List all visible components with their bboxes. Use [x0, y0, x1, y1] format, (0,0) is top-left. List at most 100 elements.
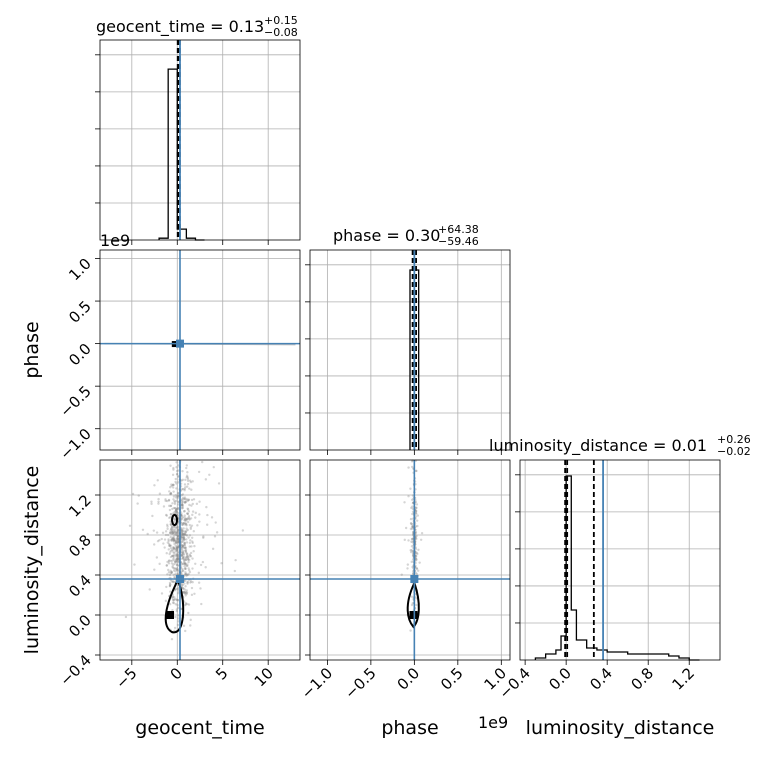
- panel-geocent-lumdist-sample-point: [175, 547, 178, 551]
- panel-geocent-lumdist-sample-point: [165, 513, 168, 517]
- title-phase-sub: −59.46: [438, 235, 479, 248]
- panel-geocent-lumdist-sample-point: [176, 623, 180, 627]
- panel-geocent-lumdist-sample-point: [184, 590, 187, 594]
- panel-geocent-lumdist-sample-point: [186, 512, 190, 516]
- panel-geocent-lumdist-sample-point: [190, 545, 193, 548]
- panel-geocent-lumdist-sample-point: [184, 523, 188, 526]
- offset-label-phase-row: 1e9: [100, 231, 130, 250]
- panel-geocent-lumdist-sample-point: [188, 541, 192, 545]
- panel-geocent-lumdist-sample-point: [163, 546, 166, 549]
- panel-geocent-lumdist-sample-point: [182, 553, 186, 556]
- panel-geocent-lumdist-sample-point: [171, 537, 174, 541]
- panel-geocent-lumdist-sample-point: [172, 573, 175, 577]
- panel-geocent-lumdist-sample-point: [185, 524, 188, 527]
- panel-geocent-lumdist-sample-point: [172, 483, 175, 487]
- panel-geocent-lumdist-density-core: [166, 611, 174, 619]
- ytick-label-phase-2: 0.0: [65, 340, 95, 370]
- panel-geocent-lumdist-sample-point: [176, 598, 180, 602]
- panel-geocent-lumdist-sample-point: [188, 487, 191, 490]
- panel-geocent-lumdist-sample-point: [175, 555, 178, 558]
- panel-geocent-lumdist-sample-point: [187, 515, 191, 518]
- panel-geocent-lumdist-sample-point: [181, 533, 185, 536]
- panel-geocent-lumdist-sample-point: [186, 528, 190, 532]
- panel-phase-lumdist-sample-point: [415, 469, 418, 473]
- panel-geocent-lumdist-sample-point: [183, 544, 186, 547]
- panel-geocent-lumdist-sample-point: [177, 503, 180, 506]
- panel-geocent-lumdist-sample-point: [155, 531, 159, 534]
- panel-geocent-lumdist-sample-point: [176, 554, 179, 557]
- panel-geocent-lumdist-sample-point: [183, 496, 187, 499]
- panel-geocent-lumdist-sample-point: [177, 557, 180, 561]
- panel-geocent-lumdist-sample-point: [181, 532, 184, 535]
- panel-geocent-lumdist-sample-point: [169, 590, 172, 593]
- panel-geocent-lumdist-sample-point: [175, 531, 178, 534]
- panel-geocent-lumdist-sample-point: [173, 539, 177, 542]
- ytick-label-phase-0: −1.0: [56, 425, 94, 463]
- panel-geocent-lumdist-sample-point: [184, 522, 188, 525]
- title-geocent-time: geocent_time = 0.13: [96, 17, 264, 37]
- panel-geocent-lumdist-sample-point: [175, 487, 178, 490]
- panel-geocent-lumdist-sample-point: [184, 522, 187, 525]
- panel-phase-lumdist-sample-point: [403, 501, 406, 504]
- panel-geocent-lumdist-sample-point: [161, 531, 165, 535]
- panel-geocent-lumdist-sample-point: [173, 626, 177, 630]
- panel-geocent-lumdist-sample-point: [184, 566, 187, 570]
- panel-geocent-lumdist-sample-point: [175, 466, 178, 469]
- panel-geocent-lumdist-sample-point: [172, 547, 175, 550]
- panel-geocent-lumdist-sample-point: [213, 535, 217, 538]
- panel-geocent-lumdist-sample-point: [180, 533, 183, 537]
- panel-geocent-lumdist-sample-point: [181, 529, 185, 533]
- panel-geocent-lumdist-sample-point: [186, 555, 189, 558]
- panel-geocent-lumdist-sample-point: [186, 554, 190, 558]
- panel-phase-lumdist-sample-point: [414, 506, 418, 510]
- panel-geocent-lumdist-sample-point: [169, 504, 173, 508]
- panel-geocent-lumdist-sample-point: [183, 546, 186, 549]
- panel-geocent-lumdist-sample-point: [187, 560, 190, 564]
- panel-geocent-lumdist-sample-point: [169, 546, 173, 550]
- panel-geocent-lumdist-sample-point: [164, 533, 168, 537]
- panel-geocent-lumdist-sample-point: [176, 535, 180, 538]
- panel-geocent-lumdist-sample-point: [189, 624, 192, 627]
- panel-geocent-lumdist-sample-point: [171, 549, 174, 552]
- panel-geocent-lumdist-sample-point: [187, 567, 190, 570]
- panel-geocent-lumdist-sample-point: [194, 562, 197, 565]
- panel-geocent-lumdist-sample-point: [220, 562, 223, 565]
- panel-geocent-lumdist-sample-point: [186, 582, 189, 585]
- panel-geocent-lumdist-sample-point: [170, 580, 174, 583]
- panel-geocent-lumdist-sample-point: [181, 536, 185, 539]
- panel-geocent-lumdist-sample-point: [157, 502, 160, 505]
- panel-geocent-lumdist-sample-point: [185, 485, 189, 488]
- panel-geocent-lumdist-sample-point: [183, 523, 186, 526]
- panel-geocent-lumdist-sample-point: [184, 592, 187, 595]
- panel-geocent-lumdist-sample-point: [173, 596, 176, 599]
- diag-phase-frame: [309, 249, 511, 451]
- panel-geocent-lumdist-sample-point: [177, 606, 180, 610]
- panel-geocent-lumdist-sample-point: [170, 562, 174, 565]
- panel-phase-lumdist-sample-point: [411, 525, 414, 528]
- panel-geocent-lumdist-sample-point: [176, 548, 179, 552]
- panel-geocent-lumdist-sample-point: [176, 538, 179, 542]
- title-phase-base: phase = 0.30: [333, 226, 440, 245]
- panel-geocent-lumdist-sample-point: [176, 588, 179, 591]
- panel-geocent-lumdist-sample-point: [168, 583, 172, 586]
- panel-phase-lumdist-sample-point: [411, 512, 414, 516]
- panel-phase-lumdist-sample-point: [414, 510, 418, 513]
- panel-geocent-lumdist-sample-point: [187, 498, 191, 502]
- xtick-label-geocent_time-1: 0: [167, 664, 186, 683]
- panel-geocent-lumdist-sample-point: [168, 581, 172, 585]
- panel-geocent-lumdist-sample-point: [172, 595, 175, 599]
- panel-geocent-lumdist-sample-point: [183, 541, 186, 544]
- panel-geocent-lumdist-sample-point: [172, 540, 176, 543]
- panel-geocent-lumdist-sample-point: [171, 565, 174, 568]
- panel-geocent-lumdist-sample-point: [175, 541, 178, 544]
- panel-phase-lumdist-sample-point: [404, 526, 408, 530]
- panel-geocent-lumdist-sample-point: [180, 548, 184, 551]
- panel-geocent-lumdist-sample-point: [174, 533, 178, 537]
- panel-phase-lumdist-sample-point: [414, 500, 418, 504]
- panel-geocent-lumdist-sample-point: [187, 556, 190, 559]
- panel-geocent-lumdist-sample-point: [182, 538, 186, 541]
- panel-geocent-lumdist-sample-point: [167, 560, 171, 563]
- panel-geocent-lumdist-sample-point: [185, 541, 189, 544]
- panel-geocent-lumdist-sample-point: [175, 598, 179, 602]
- panel-geocent-lumdist-sample-point: [169, 504, 173, 508]
